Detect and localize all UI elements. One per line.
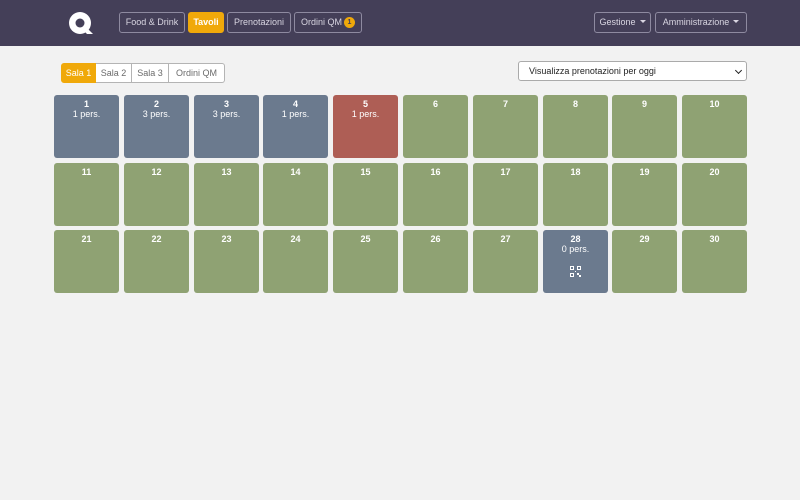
table-people-count: 3 pers. <box>142 109 171 119</box>
table-people-count: 0 pers. <box>561 244 590 254</box>
table-tile[interactable]: 29 <box>612 230 677 293</box>
table-number: 28 <box>570 234 581 244</box>
table-number: 29 <box>639 234 650 244</box>
table-tile[interactable]: 19 <box>612 163 677 226</box>
table-number: 30 <box>709 234 720 244</box>
room-tabs: Sala 1 Sala 2 Sala 3 Ordini QM <box>61 63 225 83</box>
table-number: 24 <box>290 234 301 244</box>
table-tile[interactable]: 20 <box>682 163 747 226</box>
table-number: 25 <box>360 234 371 244</box>
tab-sala-2[interactable]: Sala 2 <box>96 63 132 83</box>
table-number: 13 <box>221 167 232 177</box>
table-number: 20 <box>709 167 720 177</box>
table-number: 9 <box>641 99 647 109</box>
table-number: 8 <box>572 99 578 109</box>
gestione-dropdown[interactable]: Gestione <box>594 12 651 33</box>
qr-code-icon <box>570 266 581 277</box>
table-number: 22 <box>151 234 162 244</box>
table-number: 6 <box>432 99 438 109</box>
top-navbar: Food & Drink Tavoli Prenotazioni Ordini … <box>0 0 800 46</box>
table-tile[interactable]: 18 <box>543 163 608 226</box>
table-people-count: 1 pers. <box>281 109 310 119</box>
gestione-label: Gestione <box>599 17 636 27</box>
table-number: 7 <box>502 99 508 109</box>
table-number: 16 <box>430 167 441 177</box>
table-tile[interactable]: 13 <box>194 163 259 226</box>
table-number: 15 <box>360 167 371 177</box>
table-number: 27 <box>500 234 511 244</box>
caret-down-icon <box>639 20 646 23</box>
table-tile[interactable]: 8 <box>543 95 608 158</box>
nav-tavoli[interactable]: Tavoli <box>188 12 224 33</box>
table-tile[interactable]: 25 <box>333 230 398 293</box>
nav-food-drink[interactable]: Food & Drink <box>119 12 185 33</box>
table-number: 12 <box>151 167 162 177</box>
table-people-count: 1 pers. <box>351 109 380 119</box>
chevron-down-icon <box>734 66 743 75</box>
tab-sala-1[interactable]: Sala 1 <box>61 63 96 83</box>
table-number: 10 <box>709 99 720 109</box>
tab-ordini-qm[interactable]: Ordini QM <box>169 63 225 83</box>
table-people-count: 3 pers. <box>212 109 241 119</box>
table-tile[interactable]: 27 <box>473 230 538 293</box>
ordini-qm-count-badge: 1 <box>344 17 355 28</box>
table-tile[interactable]: 30 <box>682 230 747 293</box>
table-tile[interactable]: 11 <box>54 163 119 226</box>
table-tile[interactable]: 17 <box>473 163 538 226</box>
amministrazione-dropdown[interactable]: Amministrazione <box>655 12 747 33</box>
table-people-count: 1 pers. <box>72 109 101 119</box>
reservations-view-value: Visualizza prenotazioni per oggi <box>529 66 656 76</box>
table-number: 11 <box>81 167 92 177</box>
nav-ordini-qm-label: Ordini QM <box>300 17 342 27</box>
reservations-view-select[interactable]: Visualizza prenotazioni per oggi <box>518 61 747 81</box>
table-tile[interactable]: 23 <box>194 230 259 293</box>
table-number: 26 <box>430 234 441 244</box>
table-number: 2 <box>153 99 159 109</box>
table-tile[interactable]: 28 0 pers. <box>543 230 608 293</box>
app-logo-icon[interactable] <box>68 11 94 35</box>
table-number: 17 <box>500 167 511 177</box>
table-tile[interactable]: 14 <box>263 163 328 226</box>
table-number: 23 <box>221 234 232 244</box>
table-tile[interactable]: 7 <box>473 95 538 158</box>
nav-ordini-qm[interactable]: Ordini QM 1 <box>294 12 362 33</box>
table-tile[interactable]: 12 <box>124 163 189 226</box>
table-number: 5 <box>362 99 368 109</box>
table-tile[interactable]: 9 <box>612 95 677 158</box>
table-number: 4 <box>292 99 298 109</box>
caret-down-icon <box>733 20 740 23</box>
amministrazione-label: Amministrazione <box>662 17 730 27</box>
table-tile[interactable]: 26 <box>403 230 468 293</box>
table-number: 3 <box>223 99 229 109</box>
table-tile[interactable]: 16 <box>403 163 468 226</box>
table-tile[interactable]: 24 <box>263 230 328 293</box>
table-number: 14 <box>290 167 301 177</box>
table-tile[interactable]: 10 <box>682 95 747 158</box>
table-tile[interactable]: 15 <box>333 163 398 226</box>
table-tile[interactable]: 21 <box>54 230 119 293</box>
table-tile[interactable]: 22 <box>124 230 189 293</box>
nav-prenotazioni[interactable]: Prenotazioni <box>227 12 291 33</box>
table-number: 18 <box>570 167 581 177</box>
tab-sala-3[interactable]: Sala 3 <box>132 63 169 83</box>
table-number: 21 <box>81 234 92 244</box>
table-number: 19 <box>639 167 650 177</box>
table-tile[interactable]: 6 <box>403 95 468 158</box>
table-number: 1 <box>83 99 89 109</box>
